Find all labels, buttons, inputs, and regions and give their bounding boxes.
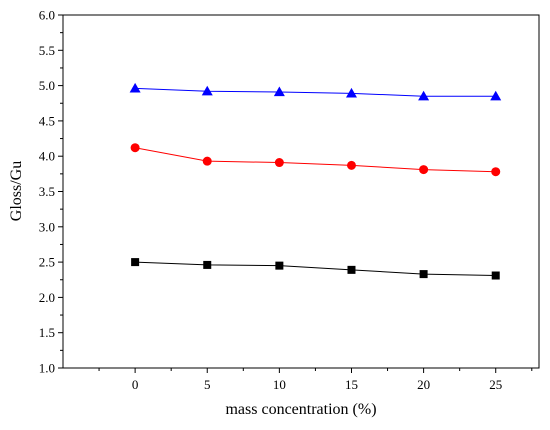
data-point xyxy=(419,165,429,175)
data-point xyxy=(418,90,430,101)
series-line xyxy=(135,147,496,173)
y-tick-label: 4.0 xyxy=(39,149,55,164)
y-tick-label: 3.0 xyxy=(39,219,55,234)
x-tick-label: 5 xyxy=(204,377,211,392)
axes: 1.0 1.5 2.0 2.5 3.0 3.5 4.0 4.5 5.0 5.5 6.0 0 5 10 15 2… xyxy=(39,8,540,392)
data-point xyxy=(490,90,502,101)
data-point xyxy=(129,82,141,93)
data-point xyxy=(346,160,356,170)
data-point xyxy=(130,143,140,153)
x-tick-label: 20 xyxy=(417,377,430,392)
data-point xyxy=(273,86,285,97)
y-tick-label: 5.5 xyxy=(39,43,55,58)
data-point xyxy=(274,158,284,168)
series-line xyxy=(135,87,496,97)
series-layer xyxy=(129,82,502,280)
y-tick-label: 1.5 xyxy=(39,325,55,340)
data-point xyxy=(419,270,428,279)
y-tick-label: 1.0 xyxy=(39,361,55,376)
y-tick-label: 2.5 xyxy=(39,255,55,270)
y-tick-label: 6.0 xyxy=(39,8,55,23)
plot-frame xyxy=(62,14,540,369)
data-point xyxy=(201,85,213,96)
data-point xyxy=(491,271,500,280)
x-tick-label: 0 xyxy=(132,377,139,392)
x-tick-label: 15 xyxy=(345,377,358,392)
series-triangle xyxy=(129,82,502,101)
y-tick-label: 4.5 xyxy=(39,113,55,128)
series-circle xyxy=(130,143,501,177)
data-point xyxy=(131,258,140,267)
data-point xyxy=(275,261,284,270)
data-point xyxy=(491,167,501,177)
x-tick-label: 25 xyxy=(489,377,502,392)
data-point xyxy=(345,87,357,98)
series-line xyxy=(135,261,496,277)
data-point xyxy=(347,265,356,274)
data-point xyxy=(203,260,212,269)
x-tick-label: 10 xyxy=(273,377,286,392)
data-point xyxy=(202,156,212,166)
series-square xyxy=(131,258,500,280)
y-tick-label: 3.5 xyxy=(39,184,55,199)
y-tick-label: 5.0 xyxy=(39,78,55,93)
x-axis-title: mass concentration (%) xyxy=(225,401,376,418)
y-tick-label: 2.0 xyxy=(39,290,55,305)
y-axis-title: Gloss/Gu xyxy=(8,161,25,221)
